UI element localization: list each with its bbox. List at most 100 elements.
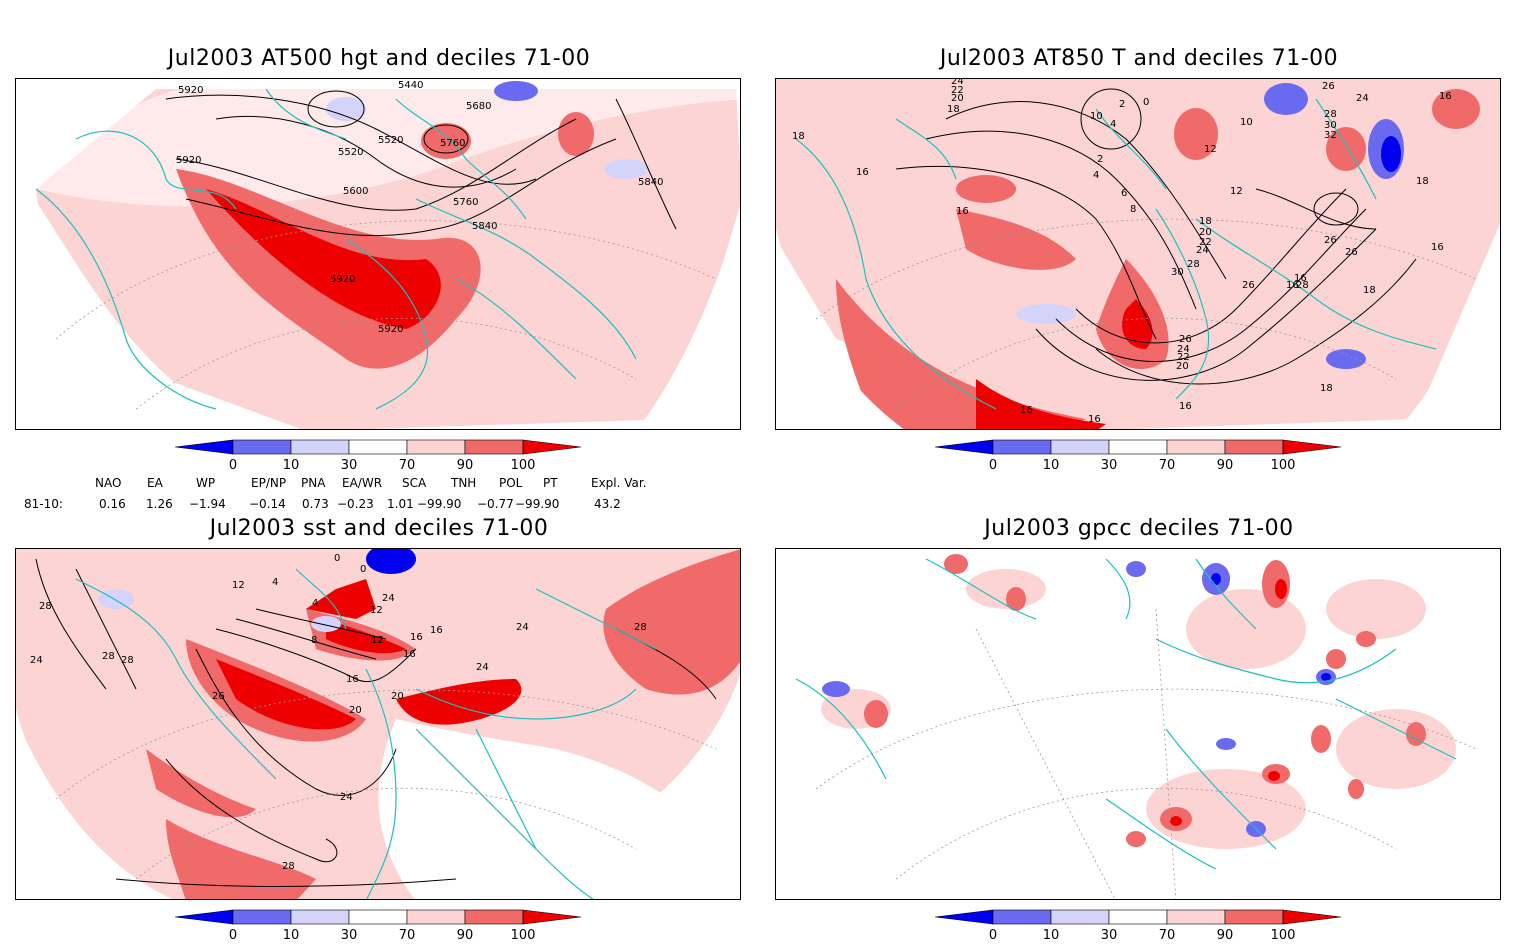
panel-title-gpcc: Jul2003 gpcc deciles 71-00 bbox=[984, 516, 1294, 541]
contour-label: 20 bbox=[951, 93, 964, 104]
contour-label: 18 bbox=[792, 131, 805, 142]
colorbar-swatch bbox=[934, 909, 994, 925]
colorbar-label: 70 bbox=[398, 458, 416, 473]
map-panel-hgt: 5920 5440 5680 5520 5520 5760 5600 5760 … bbox=[15, 78, 741, 430]
contour-label: 16 bbox=[403, 649, 416, 660]
contour-label: 12 bbox=[1204, 144, 1217, 155]
colorbar-label: 100 bbox=[1270, 458, 1296, 473]
contour-label: 5680 bbox=[466, 101, 491, 112]
contour-label: 5920 bbox=[378, 324, 403, 335]
contour-label: 28 bbox=[1296, 280, 1309, 291]
index-header: PT bbox=[543, 476, 558, 490]
index-header: SCA bbox=[402, 476, 427, 490]
contour-label: 0 bbox=[334, 553, 340, 564]
contour-label: 28 bbox=[634, 622, 647, 633]
colorbar-swatch bbox=[1282, 909, 1342, 925]
colorbar-hgt: 0 10 30 70 90 100 bbox=[174, 438, 595, 478]
contour-label: 0 bbox=[360, 564, 366, 575]
colorbar-swatch bbox=[464, 909, 524, 925]
colorbar-label: 100 bbox=[1270, 928, 1296, 943]
index-header: EP/NP bbox=[251, 476, 287, 490]
map-t850: 24 22 20 18 2 10 4 0 26 24 18 10 12 2 4 … bbox=[776, 79, 1500, 429]
contour-label: 10 bbox=[1090, 111, 1103, 122]
contour-label: 24 bbox=[1356, 93, 1369, 104]
colorbar-swatch bbox=[406, 439, 466, 455]
colorbar-swatch bbox=[522, 909, 582, 925]
contour-label: 24 bbox=[516, 622, 529, 633]
contour-label: 28 bbox=[1324, 109, 1337, 120]
colorbar-label: 10 bbox=[282, 928, 300, 943]
contour-label: 12 bbox=[371, 635, 384, 646]
contour-label: 8 bbox=[311, 635, 317, 646]
contour-label: 26 bbox=[212, 691, 225, 702]
contour-label: 12 bbox=[1230, 186, 1243, 197]
contour-label: 16 bbox=[1179, 401, 1192, 412]
index-header: POL bbox=[499, 476, 523, 490]
colorbar-swatch bbox=[1108, 439, 1168, 455]
colorbar-swatch bbox=[290, 439, 350, 455]
colorbar-swatch bbox=[464, 439, 524, 455]
contour-label: 24 bbox=[30, 655, 43, 666]
contour-label: 18 bbox=[1416, 176, 1429, 187]
contour-label: 5600 bbox=[343, 186, 368, 197]
contour-label: 8 bbox=[1130, 204, 1136, 215]
colorbar-label: 100 bbox=[510, 458, 536, 473]
colorbar-swatch bbox=[174, 909, 234, 925]
map-panel-t850: 24 22 20 18 2 10 4 0 26 24 18 10 12 2 4 … bbox=[775, 78, 1501, 430]
contour-label: 26 bbox=[1345, 247, 1358, 258]
colorbar-swatch bbox=[992, 439, 1052, 455]
colorbar-label: 30 bbox=[1100, 458, 1118, 473]
contour-label: 5760 bbox=[440, 138, 465, 149]
colorbar-swatch bbox=[1224, 909, 1284, 925]
index-row-label: 81-10: bbox=[24, 497, 63, 511]
index-header: Expl. Var. bbox=[591, 476, 647, 490]
colorbar-swatch bbox=[232, 439, 292, 455]
map-hgt: 5920 5440 5680 5520 5520 5760 5600 5760 … bbox=[16, 79, 740, 429]
contour-label: 18 bbox=[1363, 285, 1376, 296]
map-panel-gpcc bbox=[775, 548, 1501, 900]
colorbar-swatch bbox=[992, 909, 1052, 925]
colorbar-label: 30 bbox=[340, 928, 358, 943]
contour-label: 20 bbox=[391, 691, 404, 702]
index-header: EA/WR bbox=[342, 476, 383, 490]
index-value: −99.90 bbox=[515, 497, 560, 511]
colorbar-label: 90 bbox=[456, 458, 474, 473]
contour-label: 18 bbox=[1199, 216, 1212, 227]
colorbar-swatch bbox=[1108, 909, 1168, 925]
colorbar-label: 70 bbox=[1158, 928, 1176, 943]
contour-label: 5920 bbox=[176, 155, 201, 166]
colorbar-sst: 0 10 30 70 90 100 bbox=[174, 908, 595, 948]
contour-label: 22 bbox=[951, 85, 964, 96]
contour-label: 16 bbox=[1020, 405, 1033, 416]
colorbar-swatch bbox=[1166, 909, 1226, 925]
contour-label: 18 bbox=[947, 104, 960, 115]
contour-label: 24 bbox=[382, 593, 395, 604]
contour-label: 5440 bbox=[398, 80, 423, 91]
colorbar-label: 30 bbox=[1100, 928, 1118, 943]
contour-label: 20 bbox=[1199, 227, 1212, 238]
colorbar-label: 10 bbox=[1042, 928, 1060, 943]
panel-title-sst: Jul2003 sst and deciles 71-00 bbox=[209, 516, 549, 541]
contour-label: 12 bbox=[232, 580, 245, 591]
contour-label: 22 bbox=[1199, 237, 1212, 248]
panel-title-hgt: Jul2003 AT500 hgt and deciles 71-00 bbox=[167, 46, 591, 71]
colorbar-swatch bbox=[406, 909, 466, 925]
colorbar-swatch bbox=[348, 439, 408, 455]
colorbar-label: 90 bbox=[1216, 928, 1234, 943]
contour-label: 32 bbox=[1324, 130, 1337, 141]
map-gpcc bbox=[776, 549, 1500, 899]
contour-label: 22 bbox=[1177, 352, 1190, 363]
contour-label: 16 bbox=[1439, 91, 1452, 102]
contour-label: 20 bbox=[1176, 361, 1189, 372]
colorbar-swatches bbox=[174, 909, 582, 925]
contour-label: 24 bbox=[340, 792, 353, 803]
colorbar-swatch bbox=[934, 439, 994, 455]
index-value: −1.94 bbox=[189, 497, 226, 511]
contour-label: 4 bbox=[1093, 170, 1099, 181]
index-value: 0.73 bbox=[302, 497, 329, 511]
colorbar-t850: 0 10 30 70 90 100 bbox=[934, 438, 1355, 478]
contour-label: 28 bbox=[121, 655, 134, 666]
colorbar-label: 0 bbox=[988, 458, 998, 473]
contour-label: 4 bbox=[312, 598, 318, 609]
contour-label: 16 bbox=[1431, 242, 1444, 253]
